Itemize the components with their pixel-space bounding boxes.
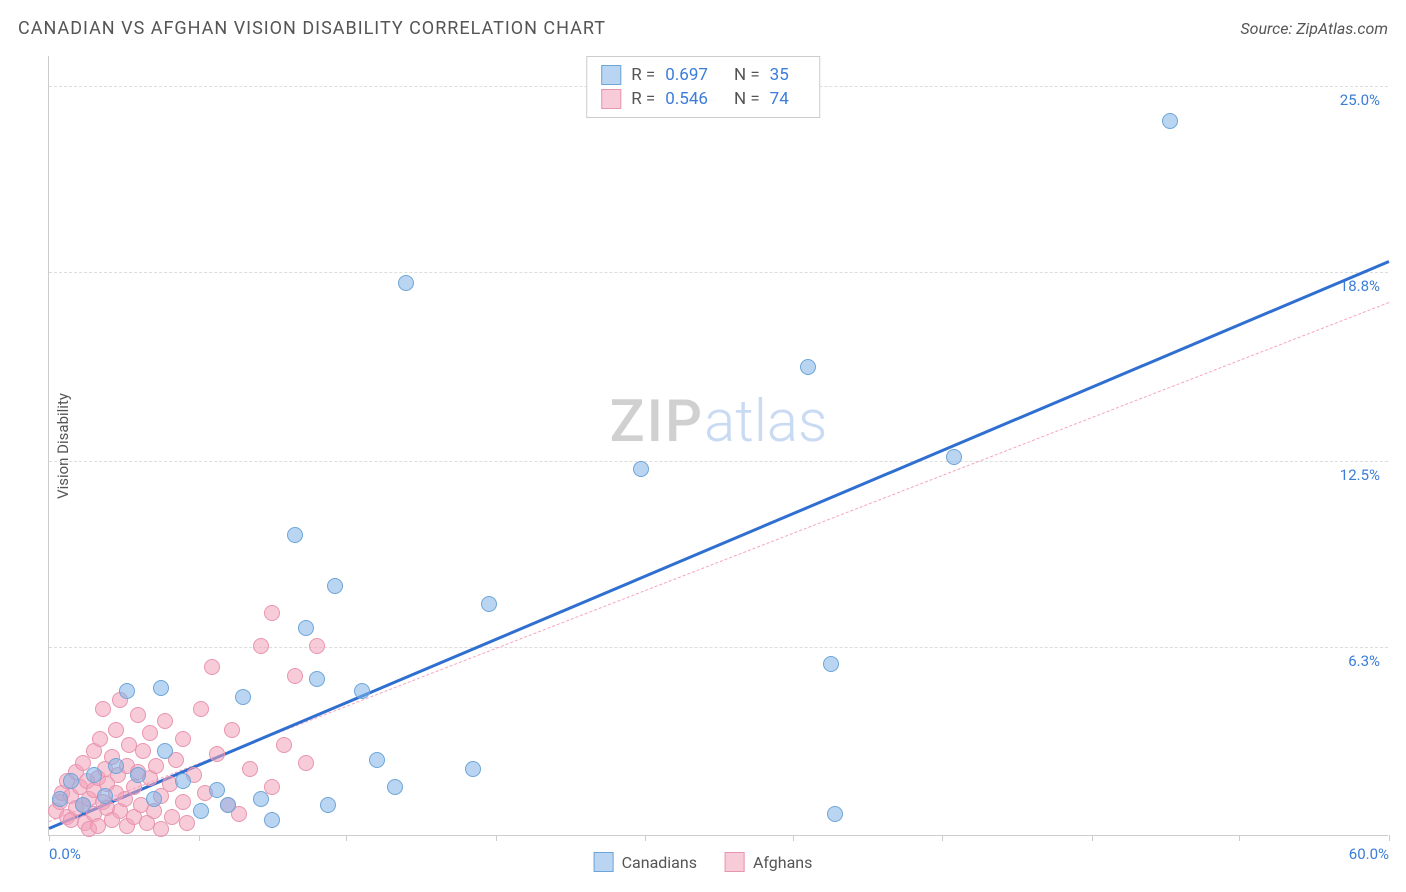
chart-title: CANADIAN VS AFGHAN VISION DISABILITY COR… — [18, 18, 606, 39]
data-point — [108, 722, 124, 738]
data-point — [800, 359, 816, 375]
data-point — [309, 671, 325, 687]
x-tick-mark — [496, 835, 497, 841]
watermark: ZIPatlas — [610, 388, 828, 456]
data-point — [204, 659, 220, 675]
data-point — [287, 668, 303, 684]
series-legend: Canadians Afghans — [594, 852, 813, 872]
data-point — [253, 638, 269, 654]
data-point — [264, 605, 280, 621]
data-point — [142, 725, 158, 741]
data-point — [387, 779, 403, 795]
data-point — [298, 620, 314, 636]
data-point — [235, 689, 251, 705]
data-point — [220, 797, 236, 813]
gridline — [49, 647, 1388, 648]
data-point — [97, 788, 113, 804]
data-point — [264, 812, 280, 828]
data-point — [130, 767, 146, 783]
data-point — [253, 791, 269, 807]
data-point — [92, 731, 108, 747]
data-point — [209, 746, 225, 762]
data-point — [369, 752, 385, 768]
data-point — [465, 761, 481, 777]
data-point — [52, 791, 68, 807]
x-tick-mark — [199, 835, 200, 841]
swatch-canadians-icon — [594, 852, 614, 872]
data-point — [108, 758, 124, 774]
x-tick-mark — [1389, 835, 1390, 841]
data-point — [135, 743, 151, 759]
data-point — [276, 737, 292, 753]
x-tick-mark — [1239, 835, 1240, 841]
x-tick-mark — [942, 835, 943, 841]
legend-item-canadians: Canadians — [594, 852, 697, 872]
data-point — [179, 815, 195, 831]
data-point — [157, 713, 173, 729]
gridline — [49, 272, 1388, 273]
data-point — [354, 683, 370, 699]
data-point — [827, 806, 843, 822]
data-point — [193, 701, 209, 717]
data-point — [148, 758, 164, 774]
legend-row-canadians: R = 0.697 N = 35 — [601, 63, 805, 87]
data-point — [320, 797, 336, 813]
data-point — [327, 578, 343, 594]
x-tick-mark — [1092, 835, 1093, 841]
data-point — [242, 761, 258, 777]
correlation-legend: R = 0.697 N = 35 R = 0.546 N = 74 — [586, 56, 820, 118]
data-point — [175, 773, 191, 789]
source-label: Source: ZipAtlas.com — [1240, 19, 1388, 38]
data-point — [119, 683, 135, 699]
data-point — [398, 275, 414, 291]
legend-item-afghans: Afghans — [725, 852, 812, 872]
swatch-afghans — [601, 89, 621, 109]
scatter-plot-area: ZIPatlas 6.3%12.5%18.8%25.0%0.0%60.0% — [48, 56, 1388, 836]
trend-line — [48, 260, 1389, 830]
data-point — [209, 782, 225, 798]
data-point — [86, 767, 102, 783]
x-tick-mark — [346, 835, 347, 841]
y-tick-label: 6.3% — [1348, 652, 1380, 670]
data-point — [164, 809, 180, 825]
data-point — [193, 803, 209, 819]
data-point — [63, 773, 79, 789]
data-point — [823, 656, 839, 672]
legend-row-afghans: R = 0.546 N = 74 — [601, 87, 805, 111]
data-point — [153, 680, 169, 696]
data-point — [309, 638, 325, 654]
data-point — [481, 596, 497, 612]
data-point — [946, 449, 962, 465]
data-point — [298, 755, 314, 771]
y-tick-label: 25.0% — [1340, 91, 1380, 109]
x-tick-mark — [793, 835, 794, 841]
swatch-afghans-icon — [725, 852, 745, 872]
data-point — [1162, 113, 1178, 129]
gridline — [49, 461, 1388, 462]
data-point — [75, 797, 91, 813]
x-tick-label: 0.0% — [49, 845, 81, 863]
data-point — [157, 743, 173, 759]
data-point — [95, 701, 111, 717]
swatch-canadians — [601, 65, 621, 85]
data-point — [175, 794, 191, 810]
x-tick-mark — [645, 835, 646, 841]
x-tick-mark — [49, 835, 50, 841]
y-tick-label: 12.5% — [1340, 466, 1380, 484]
data-point — [146, 791, 162, 807]
data-point — [224, 722, 240, 738]
data-point — [633, 461, 649, 477]
x-tick-label: 60.0% — [1349, 845, 1389, 863]
data-point — [130, 707, 146, 723]
data-point — [287, 527, 303, 543]
data-point — [175, 731, 191, 747]
